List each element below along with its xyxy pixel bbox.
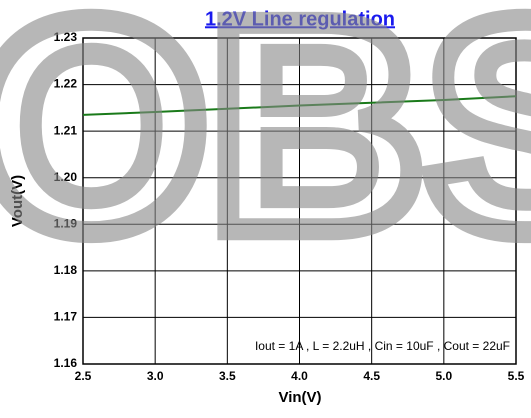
y-tick-label: 1.16 xyxy=(54,356,78,370)
x-tick-label: 4.0 xyxy=(291,369,308,383)
x-tick-label: 3.0 xyxy=(147,369,164,383)
x-axis-label: Vin(V) xyxy=(278,389,321,406)
y-tick-label: 1.23 xyxy=(54,30,78,44)
y-axis-label: Vout(V) xyxy=(9,175,26,227)
x-tick-label: 2.5 xyxy=(75,369,92,383)
y-tick-label: 1.22 xyxy=(54,77,78,91)
x-tick-label: 3.5 xyxy=(219,369,236,383)
x-tick-label: 4.5 xyxy=(363,369,380,383)
y-tick-label: 1.19 xyxy=(54,216,78,230)
chart-title: 1.2V Line regulation xyxy=(205,8,395,30)
y-tick-label: 1.21 xyxy=(54,123,78,137)
x-tick-label: 5.0 xyxy=(435,369,452,383)
data-line xyxy=(82,95,517,116)
y-tick-label: 1.18 xyxy=(54,263,78,277)
y-tick-label: 1.20 xyxy=(54,170,78,184)
y-tick-label: 1.17 xyxy=(54,310,78,324)
annotation: Iout = 1A , L = 2.2uH , Cin = 10uF , Cou… xyxy=(255,339,510,353)
x-tick-label: 5.5 xyxy=(508,369,525,383)
